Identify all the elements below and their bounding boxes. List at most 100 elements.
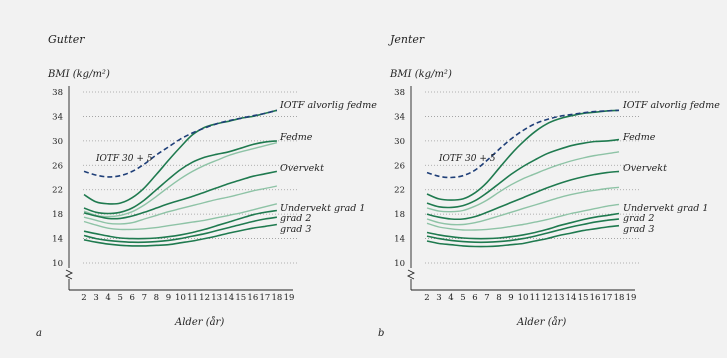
x-tick-label: 13	[554, 293, 565, 303]
x-tick-label: 4	[448, 293, 453, 303]
series-line	[83, 140, 277, 215]
x-tick-label: 8	[496, 293, 501, 303]
series-label: IOTF 30 + 5	[438, 154, 496, 164]
y-tick-label: 26	[394, 161, 405, 171]
y-tick-label: 18	[52, 210, 63, 220]
series-label: grad 2	[280, 213, 311, 224]
series-label: Overvekt	[623, 163, 667, 174]
y-tick-label: 22	[52, 186, 63, 196]
series-line	[83, 223, 278, 247]
x-tick-label: 6	[472, 293, 477, 303]
series-line	[426, 151, 620, 213]
x-tick-label: 6	[130, 293, 135, 303]
y-axis-label-girls: BMI (kg/m²)	[389, 69, 452, 80]
x-tick-label: 15	[235, 293, 246, 303]
x-tick-label: 9	[166, 293, 171, 303]
x-tick-label: 11	[530, 293, 541, 303]
series-label: Undervekt grad 1	[280, 203, 365, 214]
x-tick-label: 16	[247, 293, 258, 303]
series-label: IOTF alvorlig fedme	[279, 100, 377, 111]
x-tick-label: 13	[211, 293, 222, 303]
chart-panel-girls: Jenter BMI (kg/m²) Alder (år) b 10141822…	[378, 33, 720, 339]
x-axis-label-boys: Alder (år)	[174, 316, 224, 328]
x-tick-label: 7	[484, 293, 489, 303]
y-tick-label: 14	[52, 235, 63, 245]
series-line	[426, 138, 620, 209]
x-tick-label: 12	[199, 293, 210, 303]
series-line	[83, 170, 278, 220]
chart-panel-boys: Gutter BMI (kg/m²) Alder (år) a 10141822…	[36, 33, 377, 339]
series-line	[426, 186, 620, 226]
series-label: grad 3	[280, 224, 311, 235]
x-tick-label: 11	[187, 293, 198, 303]
x-tick-label: 4	[105, 293, 110, 303]
y-tick-label: 34	[394, 112, 405, 122]
x-tick-label: 5	[460, 293, 465, 303]
y-tick-label: 18	[394, 210, 405, 220]
x-tick-label: 9	[508, 293, 513, 303]
series-label: Fedme	[622, 132, 656, 143]
series-line	[426, 218, 620, 244]
series-line	[83, 142, 278, 218]
series-line	[83, 185, 278, 225]
series-line	[426, 212, 620, 240]
x-tick-label: 3	[93, 293, 98, 303]
x-axis-label-girls: Alder (år)	[516, 316, 566, 328]
x-tick-label: 12	[542, 293, 553, 303]
y-tick-label: 26	[52, 161, 63, 171]
x-tick-label: 7	[142, 293, 147, 303]
x-tick-label: 10	[175, 293, 186, 303]
series-label: Undervekt grad 1	[623, 203, 708, 214]
series-line	[426, 224, 620, 248]
y-axis-label-boys: BMI (kg/m²)	[47, 69, 110, 80]
x-tick-label: 2	[424, 293, 429, 303]
x-tick-label: 3	[436, 293, 441, 303]
x-tick-label: 19	[284, 293, 295, 303]
x-tick-label: 17	[602, 293, 613, 303]
y-tick-label: 10	[394, 259, 405, 269]
series-label: IOTF 30 + 5	[95, 154, 153, 164]
x-tick-label: 18	[272, 293, 283, 303]
series-label: Fedme	[279, 132, 313, 143]
x-tick-label: 18	[614, 293, 625, 303]
x-tick-label: 10	[518, 293, 529, 303]
x-tick-label: 19	[626, 293, 637, 303]
y-tick-label: 38	[394, 88, 405, 98]
x-tick-label: 5	[117, 293, 122, 303]
series-line	[83, 203, 278, 231]
panel-letter-boys: a	[36, 328, 42, 339]
y-tick-label: 38	[52, 88, 63, 98]
series-line	[83, 109, 278, 178]
panel-title-boys: Gutter	[48, 33, 85, 46]
y-tick-label: 14	[394, 235, 405, 245]
series-line	[426, 170, 620, 221]
x-tick-label: 8	[154, 293, 159, 303]
y-tick-label: 22	[394, 186, 405, 196]
x-tick-label: 16	[590, 293, 601, 303]
panel-title-girls: Jenter	[388, 33, 425, 46]
series-line	[426, 109, 620, 179]
panel-letter-girls: b	[378, 328, 384, 339]
y-tick-label: 34	[52, 112, 63, 122]
y-tick-label: 30	[394, 137, 405, 147]
y-tick-label: 10	[52, 259, 63, 269]
x-tick-label: 17	[259, 293, 270, 303]
y-tick-label: 30	[52, 137, 63, 147]
axis-break-mark	[64, 269, 74, 280]
series-line	[83, 109, 278, 205]
series-line	[426, 203, 620, 231]
series-label: grad 2	[623, 213, 654, 224]
series-line	[83, 216, 278, 244]
x-tick-label: 15	[578, 293, 589, 303]
x-tick-label: 2	[81, 293, 86, 303]
series-label: IOTF alvorlig fedme	[622, 100, 720, 111]
series-label: grad 3	[623, 224, 654, 235]
axis-break-mark	[406, 269, 416, 280]
x-tick-label: 14	[566, 293, 577, 303]
series-label: Overvekt	[280, 163, 324, 174]
x-tick-label: 14	[223, 293, 234, 303]
